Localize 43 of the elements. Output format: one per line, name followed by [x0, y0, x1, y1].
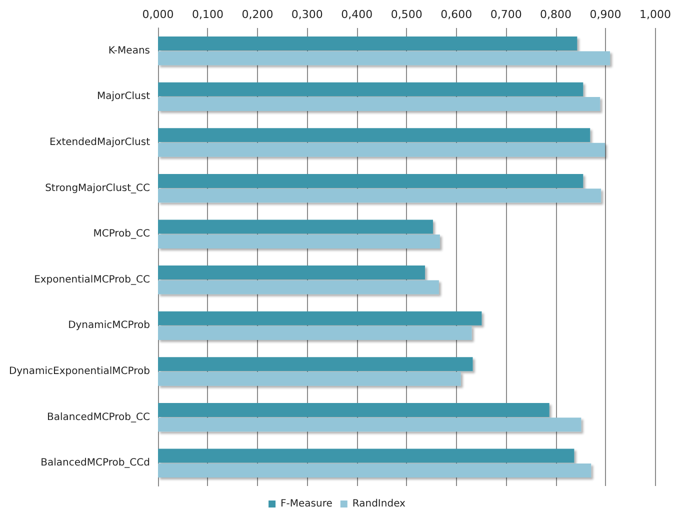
bar [158, 220, 433, 234]
bar [158, 174, 584, 188]
bar [158, 463, 592, 478]
bar [158, 36, 578, 51]
bar [158, 311, 482, 326]
bar [158, 128, 590, 142]
x-tick-label: 0,000 [142, 8, 174, 21]
bar [158, 448, 574, 463]
x-tick-label: 0,600 [440, 8, 472, 21]
bar [158, 357, 473, 372]
bar [158, 82, 584, 96]
bar [158, 266, 426, 280]
bar [158, 418, 582, 432]
y-tick-label: ExponentialMCProb_CC [34, 274, 150, 286]
legend-label: F-Measure [280, 498, 332, 510]
bar [158, 51, 610, 66]
x-tick-label: 0,500 [390, 8, 422, 21]
bar [158, 97, 600, 112]
y-tick-label: StrongMajorClust_CC [45, 182, 150, 194]
y-tick-label: K-Means [108, 45, 150, 56]
x-tick-label: 1,000 [640, 8, 672, 21]
y-tick-label: BalancedMCProb_CCd [40, 458, 150, 469]
x-tick-label: 0,100 [192, 8, 224, 21]
x-tick-label: 0,400 [341, 8, 373, 21]
bar [158, 280, 439, 294]
bar [158, 372, 461, 386]
y-tick-label: DynamicMCProb [68, 320, 150, 332]
bar [158, 142, 606, 157]
y-tick-label: DynamicExponentialMCProb [8, 366, 150, 377]
bar [158, 326, 472, 340]
y-tick-label: MCProb_CC [93, 228, 150, 240]
y-tick-label: ExtendedMajorClust [50, 137, 150, 148]
y-tick-label: MajorClust [97, 91, 150, 102]
bar [158, 402, 550, 417]
x-tick-label: 0,300 [291, 8, 323, 21]
legend-label: RandIndex [352, 498, 406, 510]
x-tick-label: 0,800 [540, 8, 572, 21]
y-tick-label: BalancedMCProb_CC [46, 412, 150, 423]
bar [158, 188, 602, 203]
bar [158, 234, 440, 248]
x-tick-label: 0,700 [490, 8, 522, 21]
x-tick-label: 0,200 [242, 8, 274, 21]
x-tick-label: 0,900 [590, 8, 622, 21]
